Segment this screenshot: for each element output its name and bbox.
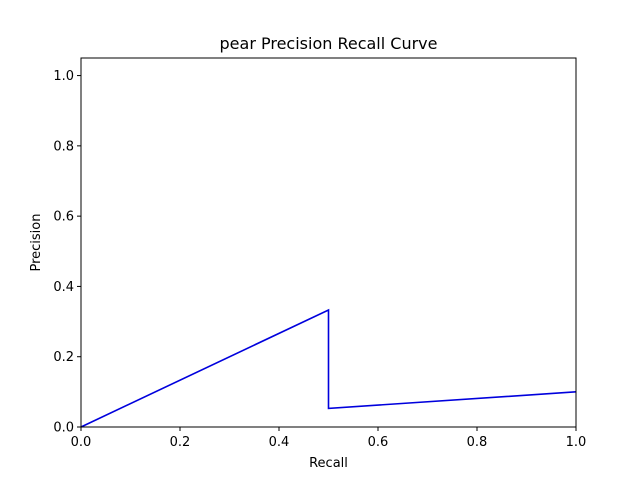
x-tick-label: 0.6	[368, 435, 389, 450]
x-axis-ticks: 0.0 0.2 0.4 0.6 0.8 1.0	[71, 427, 587, 450]
y-tick-label: 0.2	[53, 350, 74, 365]
y-axis-label: Precision	[29, 213, 44, 271]
series-layer	[80, 308, 577, 428]
x-tick-label: 0.0	[71, 435, 92, 450]
y-tick-label: 0.0	[53, 421, 74, 436]
x-axis-label: Recall	[309, 456, 348, 471]
axes-frame	[80, 57, 577, 428]
pr-curve-line-0	[80, 308, 577, 428]
y-axis-ticks: 0.0 0.2 0.4 0.6 0.8 1.0	[53, 69, 81, 436]
y-tick-label: 0.6	[53, 210, 74, 225]
y-tick-label: 0.4	[53, 280, 74, 295]
y-tick-label: 1.0	[53, 69, 74, 84]
x-tick-label: 0.4	[269, 435, 290, 450]
x-tick-label: 0.8	[467, 435, 488, 450]
y-tick-label: 0.8	[53, 139, 74, 154]
chart-title: pear Precision Recall Curve	[220, 34, 438, 53]
x-tick-label: 0.2	[170, 435, 191, 450]
x-tick-label: 1.0	[566, 435, 587, 450]
